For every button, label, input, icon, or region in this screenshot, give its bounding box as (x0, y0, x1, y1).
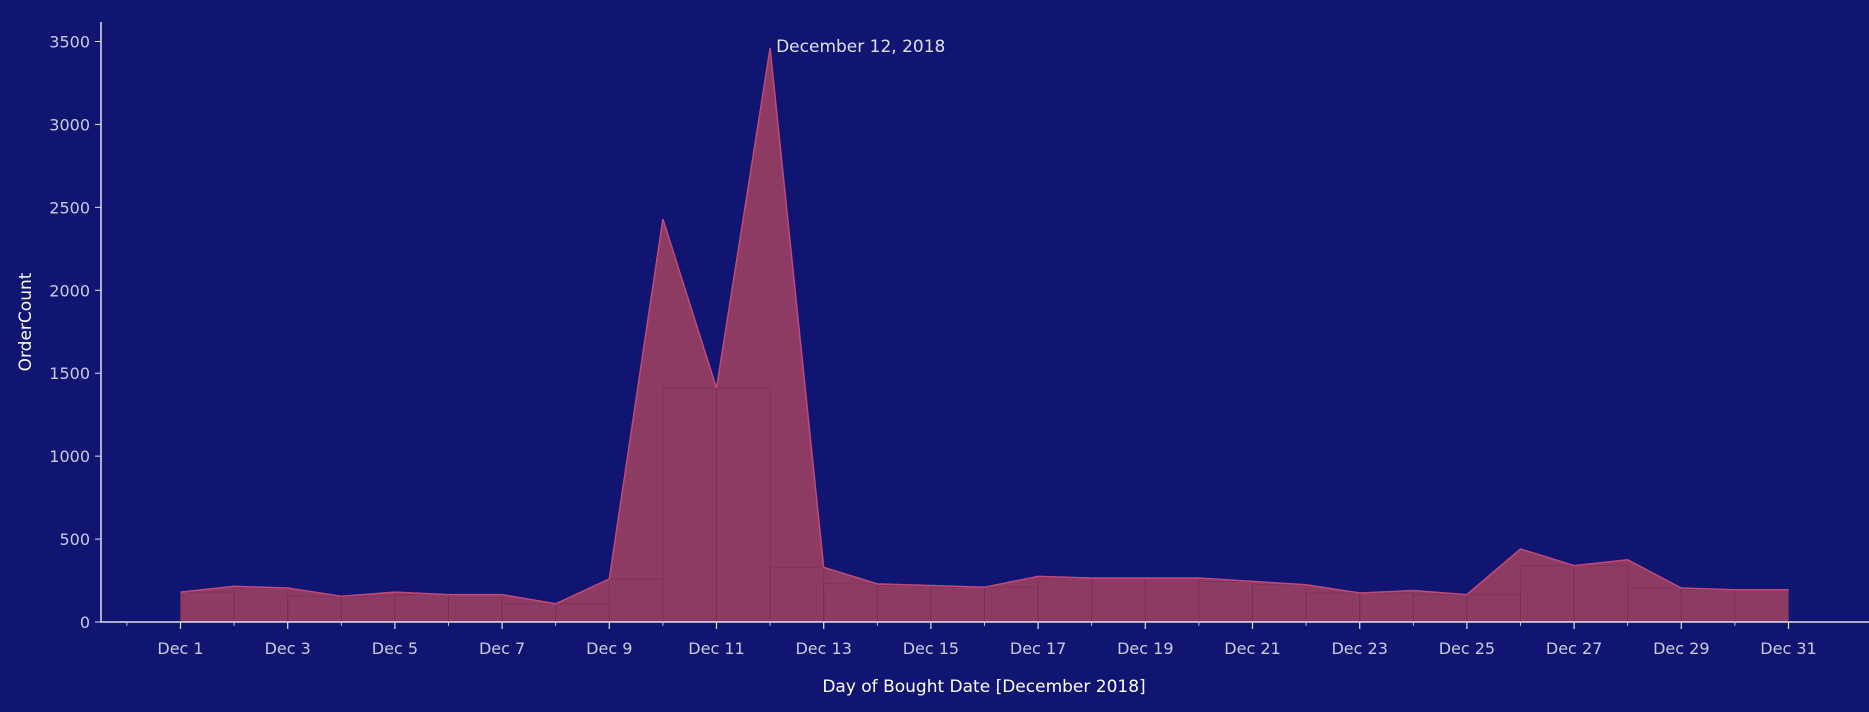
x-tick-label: Dec 13 (795, 639, 851, 658)
peak-annotation: December 12, 2018 (776, 37, 945, 57)
x-tick-label: Dec 9 (586, 639, 632, 658)
x-tick-label: Dec 31 (1760, 639, 1816, 658)
y-tick-label: 3000 (49, 115, 90, 134)
y-axis-title: OrderCount (16, 272, 36, 371)
x-tick-label: Dec 29 (1653, 639, 1709, 658)
x-tick-label: Dec 25 (1439, 639, 1495, 658)
x-tick-label: Dec 1 (157, 639, 203, 658)
x-tick-label: Dec 11 (688, 639, 744, 658)
y-tick-label: 3500 (49, 33, 90, 52)
y-tick-label: 1500 (49, 364, 90, 383)
y-tick-label: 2000 (49, 281, 90, 300)
labels-layer: 0 500 1000 1500 2000 2500 3000 3500 Dec 1 Dec 3 De… (16, 33, 1817, 698)
x-tick-label: Dec 23 (1331, 639, 1387, 658)
axes-layer (95, 22, 1869, 629)
x-tick-label: Dec 3 (265, 639, 311, 658)
y-tick-label: 0 (80, 613, 90, 632)
y-tick-label: 500 (59, 530, 90, 549)
area-fill (180, 48, 1789, 623)
area-layer (180, 47, 1790, 623)
x-tick-label: Dec 7 (479, 639, 525, 658)
y-tick-label: 2500 (49, 198, 90, 217)
y-tick-label: 1000 (49, 447, 90, 466)
x-tick-label: Dec 5 (372, 639, 418, 658)
x-axis-title: Day of Bought Date [December 2018] (822, 677, 1145, 697)
x-tick-label: Dec 17 (1010, 639, 1066, 658)
x-tick-label: Dec 15 (903, 639, 959, 658)
x-tick-label: Dec 19 (1117, 639, 1173, 658)
series-line (180, 47, 1789, 605)
x-tick-label: Dec 27 (1546, 639, 1602, 658)
x-tick-label: Dec 21 (1224, 639, 1280, 658)
